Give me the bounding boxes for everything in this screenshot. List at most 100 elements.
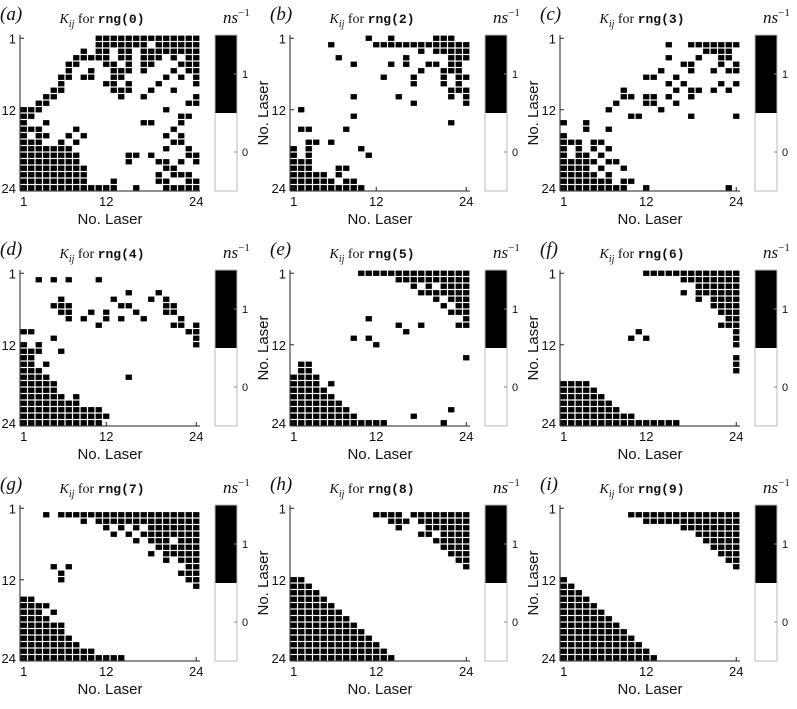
heatmap-cell bbox=[403, 270, 410, 276]
panel-c: (c) Kij for rng(3) 1 12 24 1 12 24 No. Laser No. … bbox=[525, 4, 790, 228]
heatmap-cell bbox=[703, 531, 710, 537]
heatmap-cell bbox=[35, 178, 42, 184]
heatmap-cell bbox=[598, 622, 605, 628]
y-tick-label: 12 bbox=[272, 103, 286, 118]
colorbar-tick-label: 1 bbox=[512, 539, 518, 551]
heatmap-cell bbox=[118, 35, 125, 41]
heatmap-cell bbox=[305, 420, 312, 426]
y-tick-label: 1 bbox=[549, 501, 556, 516]
heatmap-cell bbox=[695, 87, 702, 93]
heatmap-cell bbox=[320, 172, 327, 178]
heatmap-cell bbox=[163, 518, 170, 524]
heatmap-cell bbox=[298, 622, 305, 628]
heatmap-cell bbox=[88, 655, 95, 661]
heatmap-cell bbox=[590, 420, 597, 426]
heatmap-cell bbox=[193, 518, 200, 524]
heatmap-cell bbox=[733, 361, 740, 367]
heatmap-cell bbox=[290, 635, 297, 641]
chart-title: Kij for rng(7) bbox=[58, 482, 144, 500]
heatmap-cell bbox=[125, 68, 132, 74]
heatmap-cell bbox=[298, 165, 305, 171]
heatmap-cell bbox=[28, 172, 35, 178]
heatmap-cell bbox=[28, 622, 35, 628]
heatmap-cell bbox=[350, 629, 357, 635]
chart-title: Kij for rng(3) bbox=[598, 12, 684, 30]
heatmap-cell bbox=[463, 48, 470, 54]
heatmap-cell bbox=[710, 531, 717, 537]
y-tick-label: 12 bbox=[542, 573, 556, 588]
heatmap-cell bbox=[193, 512, 200, 518]
heatmap-cell bbox=[125, 87, 132, 93]
heatmap-cell bbox=[43, 159, 50, 165]
heatmap-cell bbox=[65, 564, 72, 570]
heatmap-cell bbox=[418, 42, 425, 48]
heatmap-cell bbox=[320, 629, 327, 635]
heatmap-cell bbox=[733, 277, 740, 283]
heatmap-cell bbox=[103, 309, 110, 315]
colorbar: 01 bbox=[754, 504, 788, 662]
y-tick-label: 24 bbox=[272, 416, 286, 431]
heatmap-cell bbox=[455, 290, 462, 296]
heatmap-cell bbox=[343, 126, 350, 132]
heatmap-cell bbox=[28, 635, 35, 641]
heatmap-cell bbox=[335, 635, 342, 641]
colorbar-tick-label: 1 bbox=[782, 304, 788, 316]
colorbar-tick-label: 1 bbox=[782, 539, 788, 551]
heatmap-cell bbox=[688, 512, 695, 518]
heatmap-cell bbox=[110, 61, 117, 67]
heatmap-cell bbox=[140, 55, 147, 61]
heatmap-cell bbox=[650, 512, 657, 518]
heatmap-cell bbox=[343, 413, 350, 419]
heatmap-cell bbox=[425, 512, 432, 518]
heatmap-cell bbox=[665, 518, 672, 524]
heatmap-cell bbox=[290, 622, 297, 628]
heatmap-cell bbox=[80, 178, 87, 184]
heatmap-cell bbox=[380, 655, 387, 661]
heatmap-cell bbox=[598, 413, 605, 419]
heatmap-cell bbox=[463, 283, 470, 289]
chart-title: Kij for rng(9) bbox=[598, 482, 684, 500]
y-tick-label: 12 bbox=[2, 103, 16, 118]
heatmap-cell bbox=[290, 629, 297, 635]
heatmap-cell bbox=[418, 48, 425, 54]
heatmap-cell bbox=[35, 126, 42, 132]
heatmap-cell bbox=[20, 178, 27, 184]
heatmap-cell bbox=[290, 159, 297, 165]
heatmap-cell bbox=[193, 557, 200, 563]
heatmap-cell bbox=[433, 270, 440, 276]
heatmap-cell bbox=[590, 655, 597, 661]
y-tick-label: 1 bbox=[279, 501, 286, 516]
y-axis-label: No. Laser bbox=[525, 315, 542, 380]
heatmap-cell bbox=[710, 512, 717, 518]
heatmap-cell bbox=[590, 400, 597, 406]
heatmap-cell bbox=[298, 178, 305, 184]
heatmap-cell bbox=[703, 512, 710, 518]
heatmap-cell bbox=[185, 61, 192, 67]
heatmap-cell bbox=[328, 642, 335, 648]
heatmap-cell bbox=[718, 283, 725, 289]
heatmap-cell bbox=[635, 420, 642, 426]
heatmap-cell bbox=[688, 113, 695, 119]
heatmap-cell bbox=[65, 185, 72, 191]
heatmap-cell bbox=[418, 322, 425, 328]
heatmap-cell bbox=[65, 635, 72, 641]
title-subscript: ij bbox=[339, 254, 345, 265]
heatmap-cell bbox=[433, 512, 440, 518]
heatmap-cell bbox=[343, 655, 350, 661]
heatmap-cell bbox=[58, 172, 65, 178]
heatmap-cell bbox=[140, 316, 147, 322]
heatmap-cell bbox=[185, 525, 192, 531]
heatmap-cell bbox=[133, 152, 140, 158]
heatmap-cell bbox=[365, 642, 372, 648]
heatmap-cell bbox=[673, 270, 680, 276]
y-tick-label: 1 bbox=[279, 266, 286, 281]
heatmap-cell bbox=[335, 655, 342, 661]
heatmap-cell bbox=[463, 557, 470, 563]
heatmap-cell bbox=[365, 152, 372, 158]
heatmap-cell bbox=[733, 538, 740, 544]
x-tick-label: 1 bbox=[20, 194, 27, 209]
heatmap-cell bbox=[50, 185, 57, 191]
heatmap-cell bbox=[643, 335, 650, 341]
heatmap-cell bbox=[560, 120, 567, 126]
heatmap-cell bbox=[35, 400, 42, 406]
